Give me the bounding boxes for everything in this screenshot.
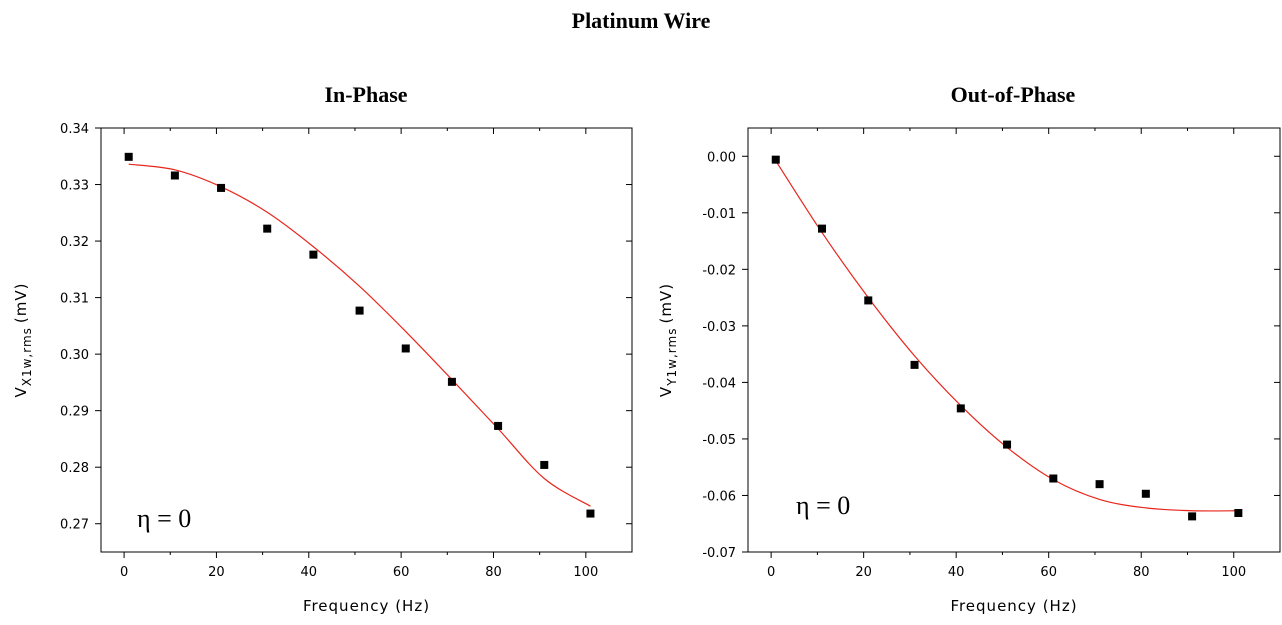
out-of-phase-data-point xyxy=(1003,440,1012,449)
out-of-phase-data-point xyxy=(818,224,827,233)
out-of-phase-x-tick-label: 0 xyxy=(767,565,775,580)
out-of-phase-x-tick-label: 100 xyxy=(1221,565,1246,580)
in-phase-eta-annotation: η = 0 xyxy=(137,504,191,533)
out-of-phase-y-axis-title: VY1w,rms (mV) xyxy=(657,283,679,397)
in-phase-y-tick-label: 0.32 xyxy=(60,235,89,250)
out-of-phase-chart: Out-of-Phase 0 20 40 60 80 100 0.00 -0.01 -0.02 -0… xyxy=(657,82,1281,615)
in-phase-y-tick-label: 0.31 xyxy=(60,292,89,307)
out-of-phase-x-tick-label: 60 xyxy=(1040,565,1057,580)
out-of-phase-y-axis-subscript: Y1w,rms xyxy=(665,328,679,387)
in-phase-x-tick-label: 0 xyxy=(120,565,128,580)
in-phase-y-tick-label: 0.30 xyxy=(60,348,89,363)
in-phase-x-tick-label: 40 xyxy=(301,565,318,580)
in-phase-data-point xyxy=(447,377,456,386)
in-phase-data-point xyxy=(540,460,549,469)
out-of-phase-x-tick-label: 20 xyxy=(855,565,872,580)
in-phase-data-point xyxy=(217,183,226,192)
out-of-phase-y-tick-label: -0.04 xyxy=(702,376,736,391)
in-phase-y-axis-subscript: X1w,rms xyxy=(20,327,34,386)
in-phase-y-axis-symbol: V xyxy=(12,386,30,397)
out-of-phase-y-tick-label: -0.06 xyxy=(702,489,736,504)
in-phase-x-tick-label: 20 xyxy=(208,565,225,580)
in-phase-plot-frame xyxy=(100,127,633,553)
out-of-phase-x-tick-label: 40 xyxy=(948,565,965,580)
in-phase-data-point xyxy=(263,224,272,233)
figure-title: Platinum Wire xyxy=(571,8,711,33)
in-phase-y-tick-label: 0.27 xyxy=(60,518,89,533)
out-of-phase-y-tick-label: -0.05 xyxy=(702,433,736,448)
in-phase-data-point xyxy=(124,152,133,161)
in-phase-y-axis-unit: (mV) xyxy=(12,283,30,324)
out-of-phase-data-point xyxy=(771,155,780,164)
in-phase-data-point xyxy=(586,509,595,518)
out-of-phase-y-tick-label: 0.00 xyxy=(707,150,736,165)
in-phase-x-axis-title: Frequency (Hz) xyxy=(303,597,430,615)
in-phase-y-tick-label: 0.29 xyxy=(60,405,89,420)
in-phase-data-point xyxy=(309,250,318,259)
in-phase-data-point xyxy=(355,306,364,315)
out-of-phase-data-point xyxy=(864,296,873,305)
out-of-phase-data-point xyxy=(1141,489,1150,498)
in-phase-y-tick-label: 0.34 xyxy=(60,122,89,137)
in-phase-x-tick-label: 60 xyxy=(393,565,410,580)
out-of-phase-fit-curve xyxy=(775,160,1239,512)
in-phase-y-tick-label: 0.28 xyxy=(60,461,89,476)
out-of-phase-plot-frame xyxy=(747,127,1281,553)
out-of-phase-y-axis-symbol: V xyxy=(657,386,675,397)
out-of-phase-y-tick-label: -0.03 xyxy=(702,320,736,335)
in-phase-data-point xyxy=(494,421,503,430)
out-of-phase-y-tick-label: -0.07 xyxy=(702,546,736,561)
in-phase-data-point xyxy=(401,344,410,353)
in-phase-x-tick-label: 100 xyxy=(573,565,598,580)
out-of-phase-data-point xyxy=(1234,508,1243,517)
out-of-phase-y-tick-label: -0.01 xyxy=(702,207,736,222)
out-of-phase-y-axis-unit: (mV) xyxy=(657,283,675,324)
out-of-phase-data-point xyxy=(910,360,919,369)
in-phase-chart-title: In-Phase xyxy=(324,82,407,107)
in-phase-chart: In-Phase 0 20 40 60 80 100 0.27 0.28 0.29 0.30 0.31… xyxy=(12,82,633,615)
out-of-phase-eta-annotation: η = 0 xyxy=(796,491,850,520)
out-of-phase-data-point xyxy=(1095,480,1104,489)
out-of-phase-x-tick-label: 80 xyxy=(1133,565,1150,580)
out-of-phase-x-axis-title: Frequency (Hz) xyxy=(950,597,1077,615)
in-phase-y-axis-title: VX1w,rms (mV) xyxy=(12,283,34,398)
in-phase-data-point xyxy=(170,171,179,180)
in-phase-x-tick-label: 80 xyxy=(485,565,502,580)
in-phase-y-tick-label: 0.33 xyxy=(60,179,89,194)
out-of-phase-y-tick-label: -0.02 xyxy=(702,263,736,278)
out-of-phase-chart-title: Out-of-Phase xyxy=(951,82,1076,107)
in-phase-fit-curve xyxy=(128,163,591,507)
out-of-phase-data-point xyxy=(956,404,965,413)
out-of-phase-data-point xyxy=(1049,474,1058,483)
out-of-phase-data-point xyxy=(1188,512,1197,521)
